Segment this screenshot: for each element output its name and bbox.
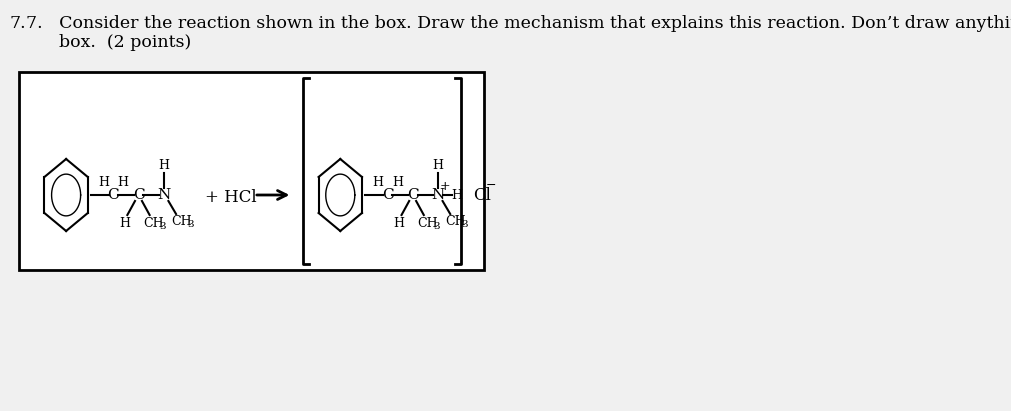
Text: 3: 3: [434, 222, 440, 231]
Text: 7.   Consider the reaction shown in the box. Draw the mechanism that explains th: 7. Consider the reaction shown in the bo…: [26, 15, 1011, 32]
Text: box.  (2 points): box. (2 points): [26, 34, 191, 51]
Text: H: H: [393, 217, 403, 229]
Text: H: H: [158, 159, 169, 171]
Text: N: N: [157, 188, 170, 202]
Text: Cl: Cl: [473, 187, 490, 203]
Text: −: −: [485, 178, 495, 192]
Text: H: H: [117, 175, 128, 189]
Text: CH: CH: [171, 215, 192, 228]
Text: H: H: [391, 175, 402, 189]
Text: 3: 3: [461, 219, 468, 229]
Text: C: C: [107, 188, 119, 202]
Text: CH: CH: [445, 215, 466, 228]
Text: CH: CH: [144, 217, 164, 229]
Text: H: H: [372, 175, 383, 189]
Text: 3: 3: [187, 219, 194, 229]
Text: + HCl: + HCl: [205, 189, 257, 206]
Text: H: H: [98, 175, 109, 189]
Text: 3: 3: [160, 222, 166, 231]
Text: 7.: 7.: [10, 15, 26, 32]
Text: C: C: [381, 188, 393, 202]
Text: N: N: [431, 188, 444, 202]
Text: H: H: [451, 189, 462, 201]
Text: H: H: [432, 159, 443, 171]
Text: C: C: [132, 188, 145, 202]
Text: CH: CH: [418, 217, 438, 229]
Bar: [19, 72, 484, 270]
Text: C: C: [406, 188, 419, 202]
Text: +: +: [439, 180, 450, 192]
Text: H: H: [119, 217, 130, 229]
